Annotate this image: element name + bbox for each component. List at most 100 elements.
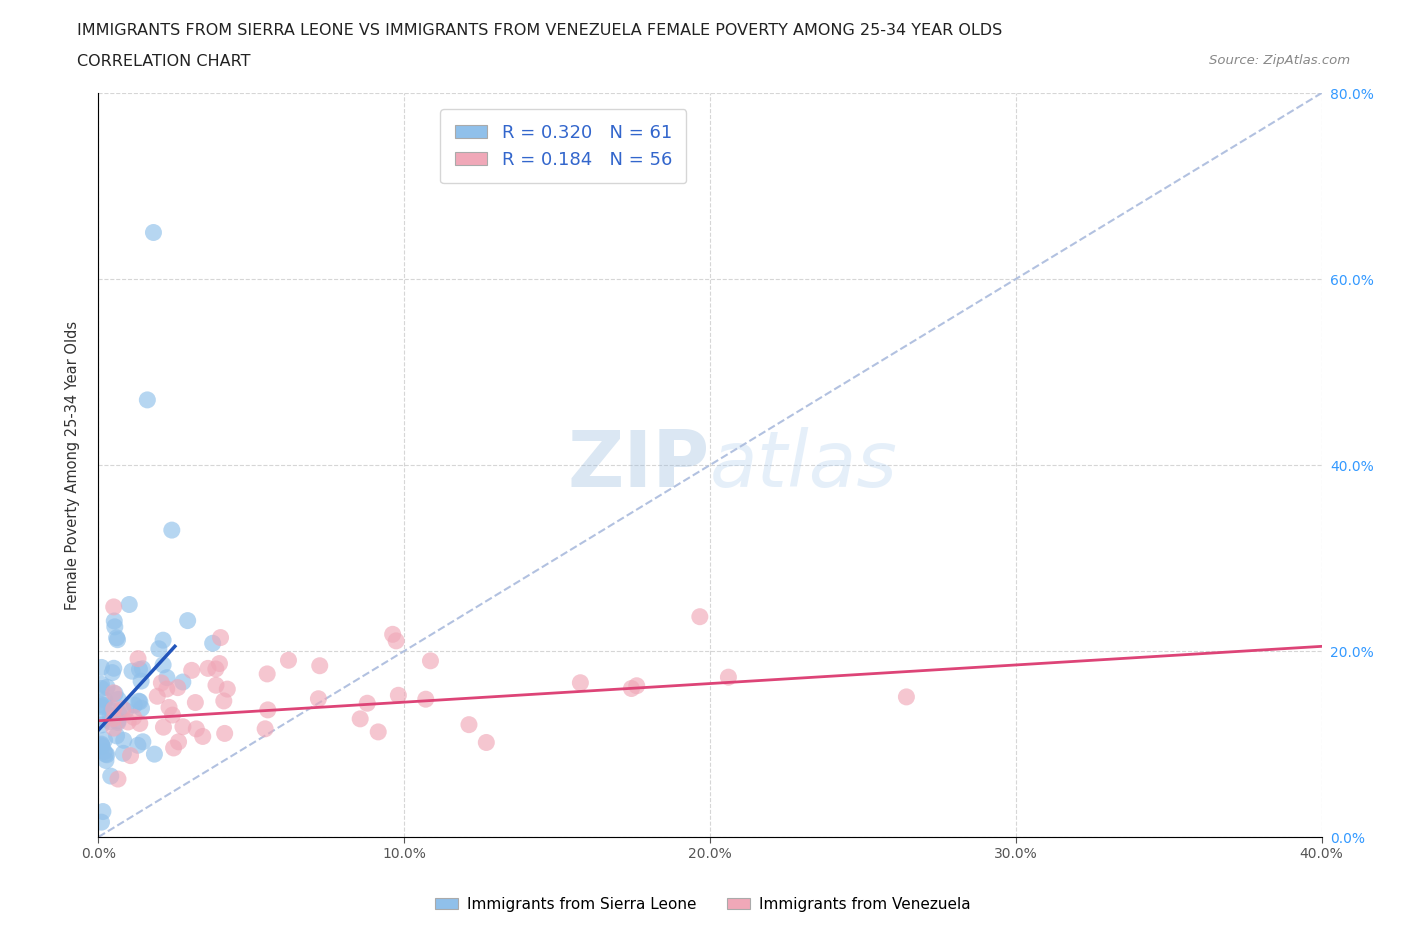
Point bbox=[256, 667, 278, 682]
Point bbox=[101, 665, 124, 680]
Point bbox=[94, 747, 117, 762]
Point bbox=[146, 689, 169, 704]
Point bbox=[131, 701, 153, 716]
Point bbox=[186, 722, 208, 737]
Point bbox=[132, 735, 155, 750]
Point bbox=[103, 614, 125, 629]
Point bbox=[107, 772, 129, 787]
Point bbox=[103, 711, 125, 726]
Point bbox=[475, 735, 498, 750]
Point bbox=[91, 804, 114, 819]
Point bbox=[91, 739, 114, 754]
Point bbox=[896, 689, 918, 704]
Point bbox=[90, 677, 112, 692]
Point bbox=[127, 737, 149, 752]
Point bbox=[157, 700, 180, 715]
Point bbox=[208, 657, 231, 671]
Point bbox=[143, 747, 166, 762]
Point bbox=[131, 661, 153, 676]
Point bbox=[356, 696, 378, 711]
Point bbox=[104, 619, 127, 634]
Point bbox=[105, 728, 128, 743]
Point bbox=[142, 225, 165, 240]
Point bbox=[122, 710, 145, 724]
Point bbox=[90, 660, 112, 675]
Point bbox=[148, 642, 170, 657]
Point bbox=[160, 523, 183, 538]
Point bbox=[103, 701, 125, 716]
Point bbox=[107, 715, 129, 730]
Point bbox=[107, 692, 129, 707]
Point bbox=[120, 749, 142, 764]
Point bbox=[124, 698, 146, 712]
Point bbox=[136, 392, 159, 407]
Point bbox=[212, 694, 235, 709]
Point bbox=[129, 673, 152, 688]
Point bbox=[367, 724, 389, 739]
Point bbox=[90, 698, 112, 712]
Point bbox=[90, 699, 112, 714]
Point bbox=[176, 613, 198, 628]
Point bbox=[205, 661, 228, 676]
Point bbox=[387, 688, 409, 703]
Point bbox=[152, 720, 174, 735]
Point bbox=[100, 769, 122, 784]
Point bbox=[112, 733, 135, 748]
Point bbox=[121, 664, 143, 679]
Point bbox=[128, 694, 150, 709]
Point bbox=[717, 670, 740, 684]
Y-axis label: Female Poverty Among 25-34 Year Olds: Female Poverty Among 25-34 Year Olds bbox=[65, 321, 80, 609]
Point bbox=[96, 748, 118, 763]
Text: ZIP: ZIP bbox=[568, 427, 710, 503]
Point bbox=[167, 735, 190, 750]
Point bbox=[111, 701, 134, 716]
Point bbox=[162, 708, 184, 723]
Point bbox=[458, 717, 481, 732]
Point bbox=[105, 631, 128, 645]
Point bbox=[128, 716, 150, 731]
Point bbox=[385, 633, 408, 648]
Point bbox=[626, 678, 648, 693]
Point bbox=[103, 661, 125, 676]
Point bbox=[117, 714, 139, 729]
Point bbox=[156, 682, 179, 697]
Point bbox=[569, 675, 592, 690]
Point bbox=[349, 711, 371, 726]
Point bbox=[98, 708, 121, 723]
Point bbox=[90, 737, 112, 751]
Point bbox=[381, 627, 404, 642]
Legend: R = 0.320   N = 61, R = 0.184   N = 56: R = 0.320 N = 61, R = 0.184 N = 56 bbox=[440, 110, 686, 183]
Point bbox=[104, 686, 127, 701]
Point bbox=[620, 681, 643, 696]
Point bbox=[93, 733, 115, 748]
Point bbox=[127, 651, 149, 666]
Point bbox=[112, 746, 135, 761]
Point bbox=[90, 737, 112, 752]
Point bbox=[94, 753, 117, 768]
Point bbox=[307, 691, 329, 706]
Point bbox=[209, 631, 232, 645]
Point bbox=[201, 636, 224, 651]
Point bbox=[419, 654, 441, 669]
Point bbox=[156, 671, 179, 685]
Point bbox=[90, 718, 112, 733]
Point bbox=[150, 675, 173, 690]
Point bbox=[90, 815, 112, 830]
Point bbox=[118, 597, 141, 612]
Point bbox=[152, 632, 174, 647]
Point bbox=[93, 698, 115, 712]
Point bbox=[108, 705, 131, 720]
Point bbox=[100, 703, 122, 718]
Point bbox=[166, 680, 188, 695]
Point bbox=[96, 680, 118, 695]
Point bbox=[107, 713, 129, 728]
Point bbox=[217, 682, 239, 697]
Point bbox=[93, 711, 115, 726]
Point bbox=[184, 695, 207, 710]
Text: IMMIGRANTS FROM SIERRA LEONE VS IMMIGRANTS FROM VENEZUELA FEMALE POVERTY AMONG 2: IMMIGRANTS FROM SIERRA LEONE VS IMMIGRAN… bbox=[77, 23, 1002, 38]
Point bbox=[128, 662, 150, 677]
Point bbox=[256, 702, 278, 717]
Point bbox=[90, 681, 112, 696]
Point bbox=[180, 663, 202, 678]
Point bbox=[689, 609, 711, 624]
